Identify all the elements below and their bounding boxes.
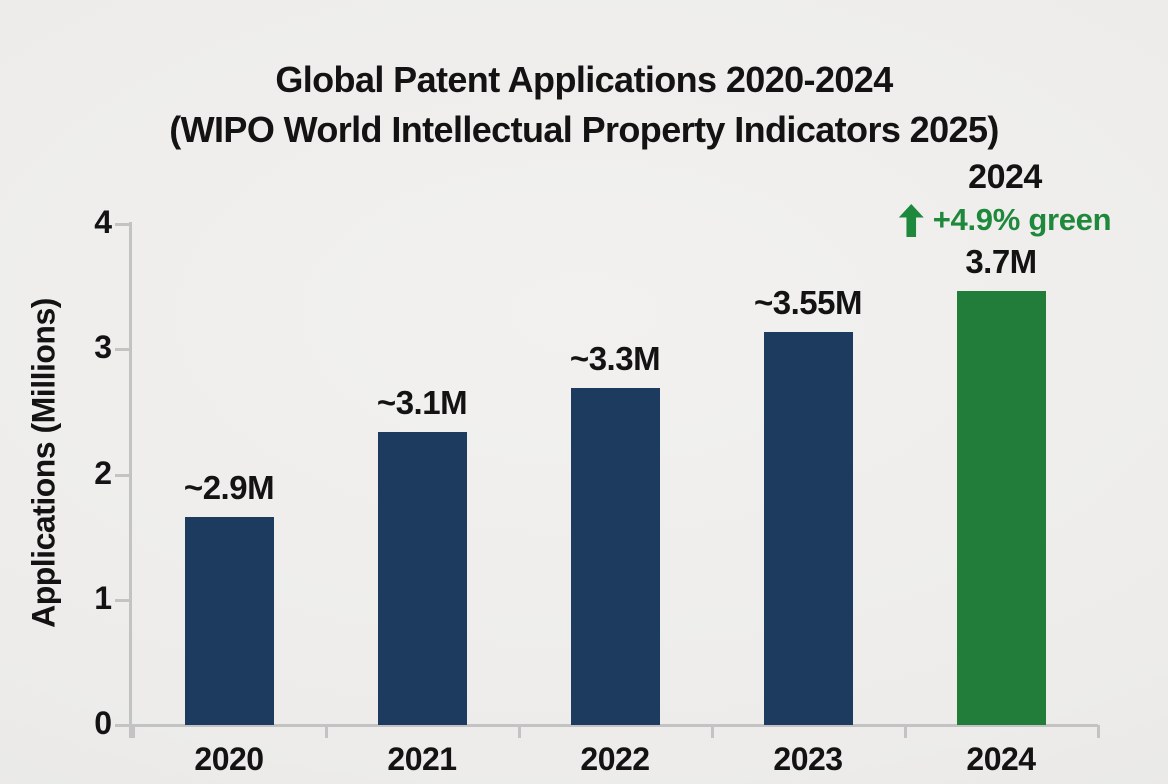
x-axis-tick [518,725,521,738]
bar-2021 [378,432,467,725]
y-tick-label: 0 [94,705,112,742]
bar-value-label-2024: 3.7M [965,243,1037,280]
chart-title-line1: Global Patent Applications 2020-2024 [275,59,893,100]
bar-value-label-2021: ~3.1M [376,384,468,421]
y-axis-tick [115,724,129,727]
annotation-change-row: +4.9% green [898,198,1112,242]
highlight-annotation: 2024 +4.9% green [898,156,1112,242]
bar-2022 [571,388,660,725]
y-axis-tick [115,223,129,226]
x-axis-tick [904,725,907,738]
x-tick-label-2021: 2021 [387,741,457,777]
x-axis-tick [711,725,714,738]
x-tick-label-2022: 2022 [580,741,650,777]
y-tick-label: 1 [94,580,112,617]
x-axis-tick [1097,725,1100,738]
x-tick-label-2023: 2023 [773,741,843,777]
y-tick-label: 3 [94,329,112,366]
bar-value-label-2022: ~3.3M [569,340,661,377]
chart-title-line2: (WIPO World Intellectual Property Indica… [169,109,999,150]
up-arrow-icon [898,203,924,237]
y-tick-label: 2 [94,455,112,492]
y-tick-label: 4 [94,204,112,241]
bar-value-label-2020: ~2.9M [183,469,275,506]
x-axis-tick [325,725,328,738]
annotation-year: 2024 [968,158,1042,196]
bar-2024 [957,291,1046,725]
x-tick-label-2020: 2020 [194,741,264,777]
x-tick-label-2024: 2024 [966,741,1036,777]
annotation-change-text: +4.9% green [932,202,1112,237]
y-axis-line [129,222,132,738]
bar-2020 [185,517,274,725]
bar-2023 [764,332,853,725]
x-axis-tick [132,725,135,738]
x-axis-line [129,724,1098,727]
y-axis-tick [115,474,129,477]
bar-value-label-2023: ~3.55M [754,284,863,321]
y-axis-tick [115,599,129,602]
y-axis-tick [115,348,129,351]
